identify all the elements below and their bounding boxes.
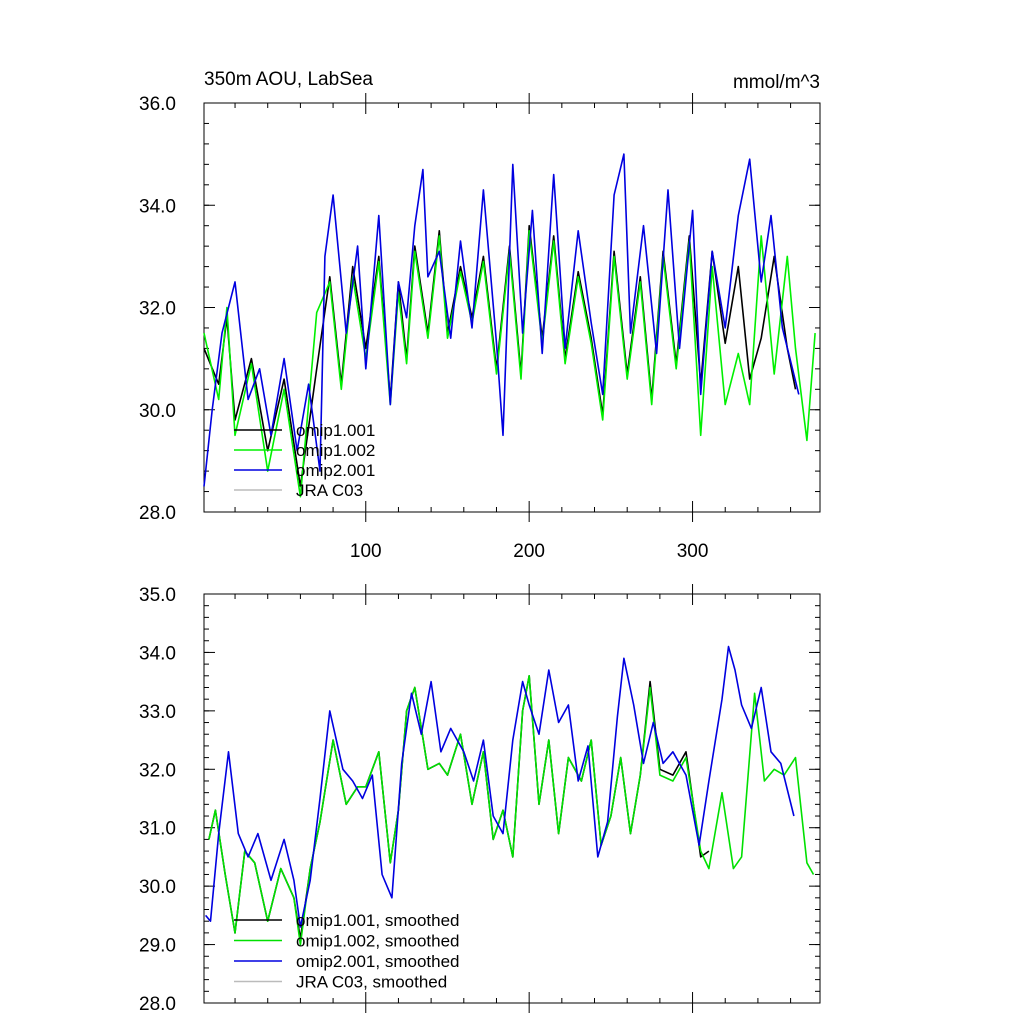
panel-title: 350m AOU, LabSea [204,69,373,90]
x-tick-label: 300 [677,541,709,562]
y-tick-label: 33.0 [139,702,176,723]
legend-label: JRA C03 [296,481,363,500]
y-tick-label: 32.0 [139,299,176,320]
legend-label: omip1.002, smoothed [296,932,460,951]
y-tick-label: 28.0 [139,994,176,1015]
legend-label: omip2.001, smoothed [296,952,460,971]
y-tick-label: 31.0 [139,819,176,840]
units-label: mmol/m^3 [733,72,820,93]
legend-label: omip1.001 [296,421,375,440]
y-tick-label: 32.0 [139,760,176,781]
series-line-2 [204,645,795,928]
y-tick-label: 36.0 [139,94,176,115]
series-line-1 [208,674,815,946]
legend-label: omip2.001 [296,461,375,480]
y-tick-label: 34.0 [139,643,176,664]
x-tick-label: 100 [350,541,382,562]
legend-label: omip1.002 [296,441,375,460]
y-tick-label: 28.0 [139,503,176,524]
y-tick-label: 29.0 [139,936,176,957]
legend-label: JRA C03, smoothed [296,973,447,992]
series-line-0 [208,674,710,940]
y-tick-label: 30.0 [139,401,176,422]
series-line-2 [203,153,800,487]
legend-label: omip1.001, smoothed [296,911,460,930]
bottom-panel: 28.0 29.0 30.0 31.0 32.0 33.0 34.0 35.0 omip1.00… [139,584,821,1015]
y-tick-label: 34.0 [139,196,176,217]
y-tick-label: 30.0 [139,877,176,898]
x-tick-label: 200 [513,541,545,562]
plot-frame [203,593,821,1004]
y-tick-label: 35.0 [139,585,176,606]
